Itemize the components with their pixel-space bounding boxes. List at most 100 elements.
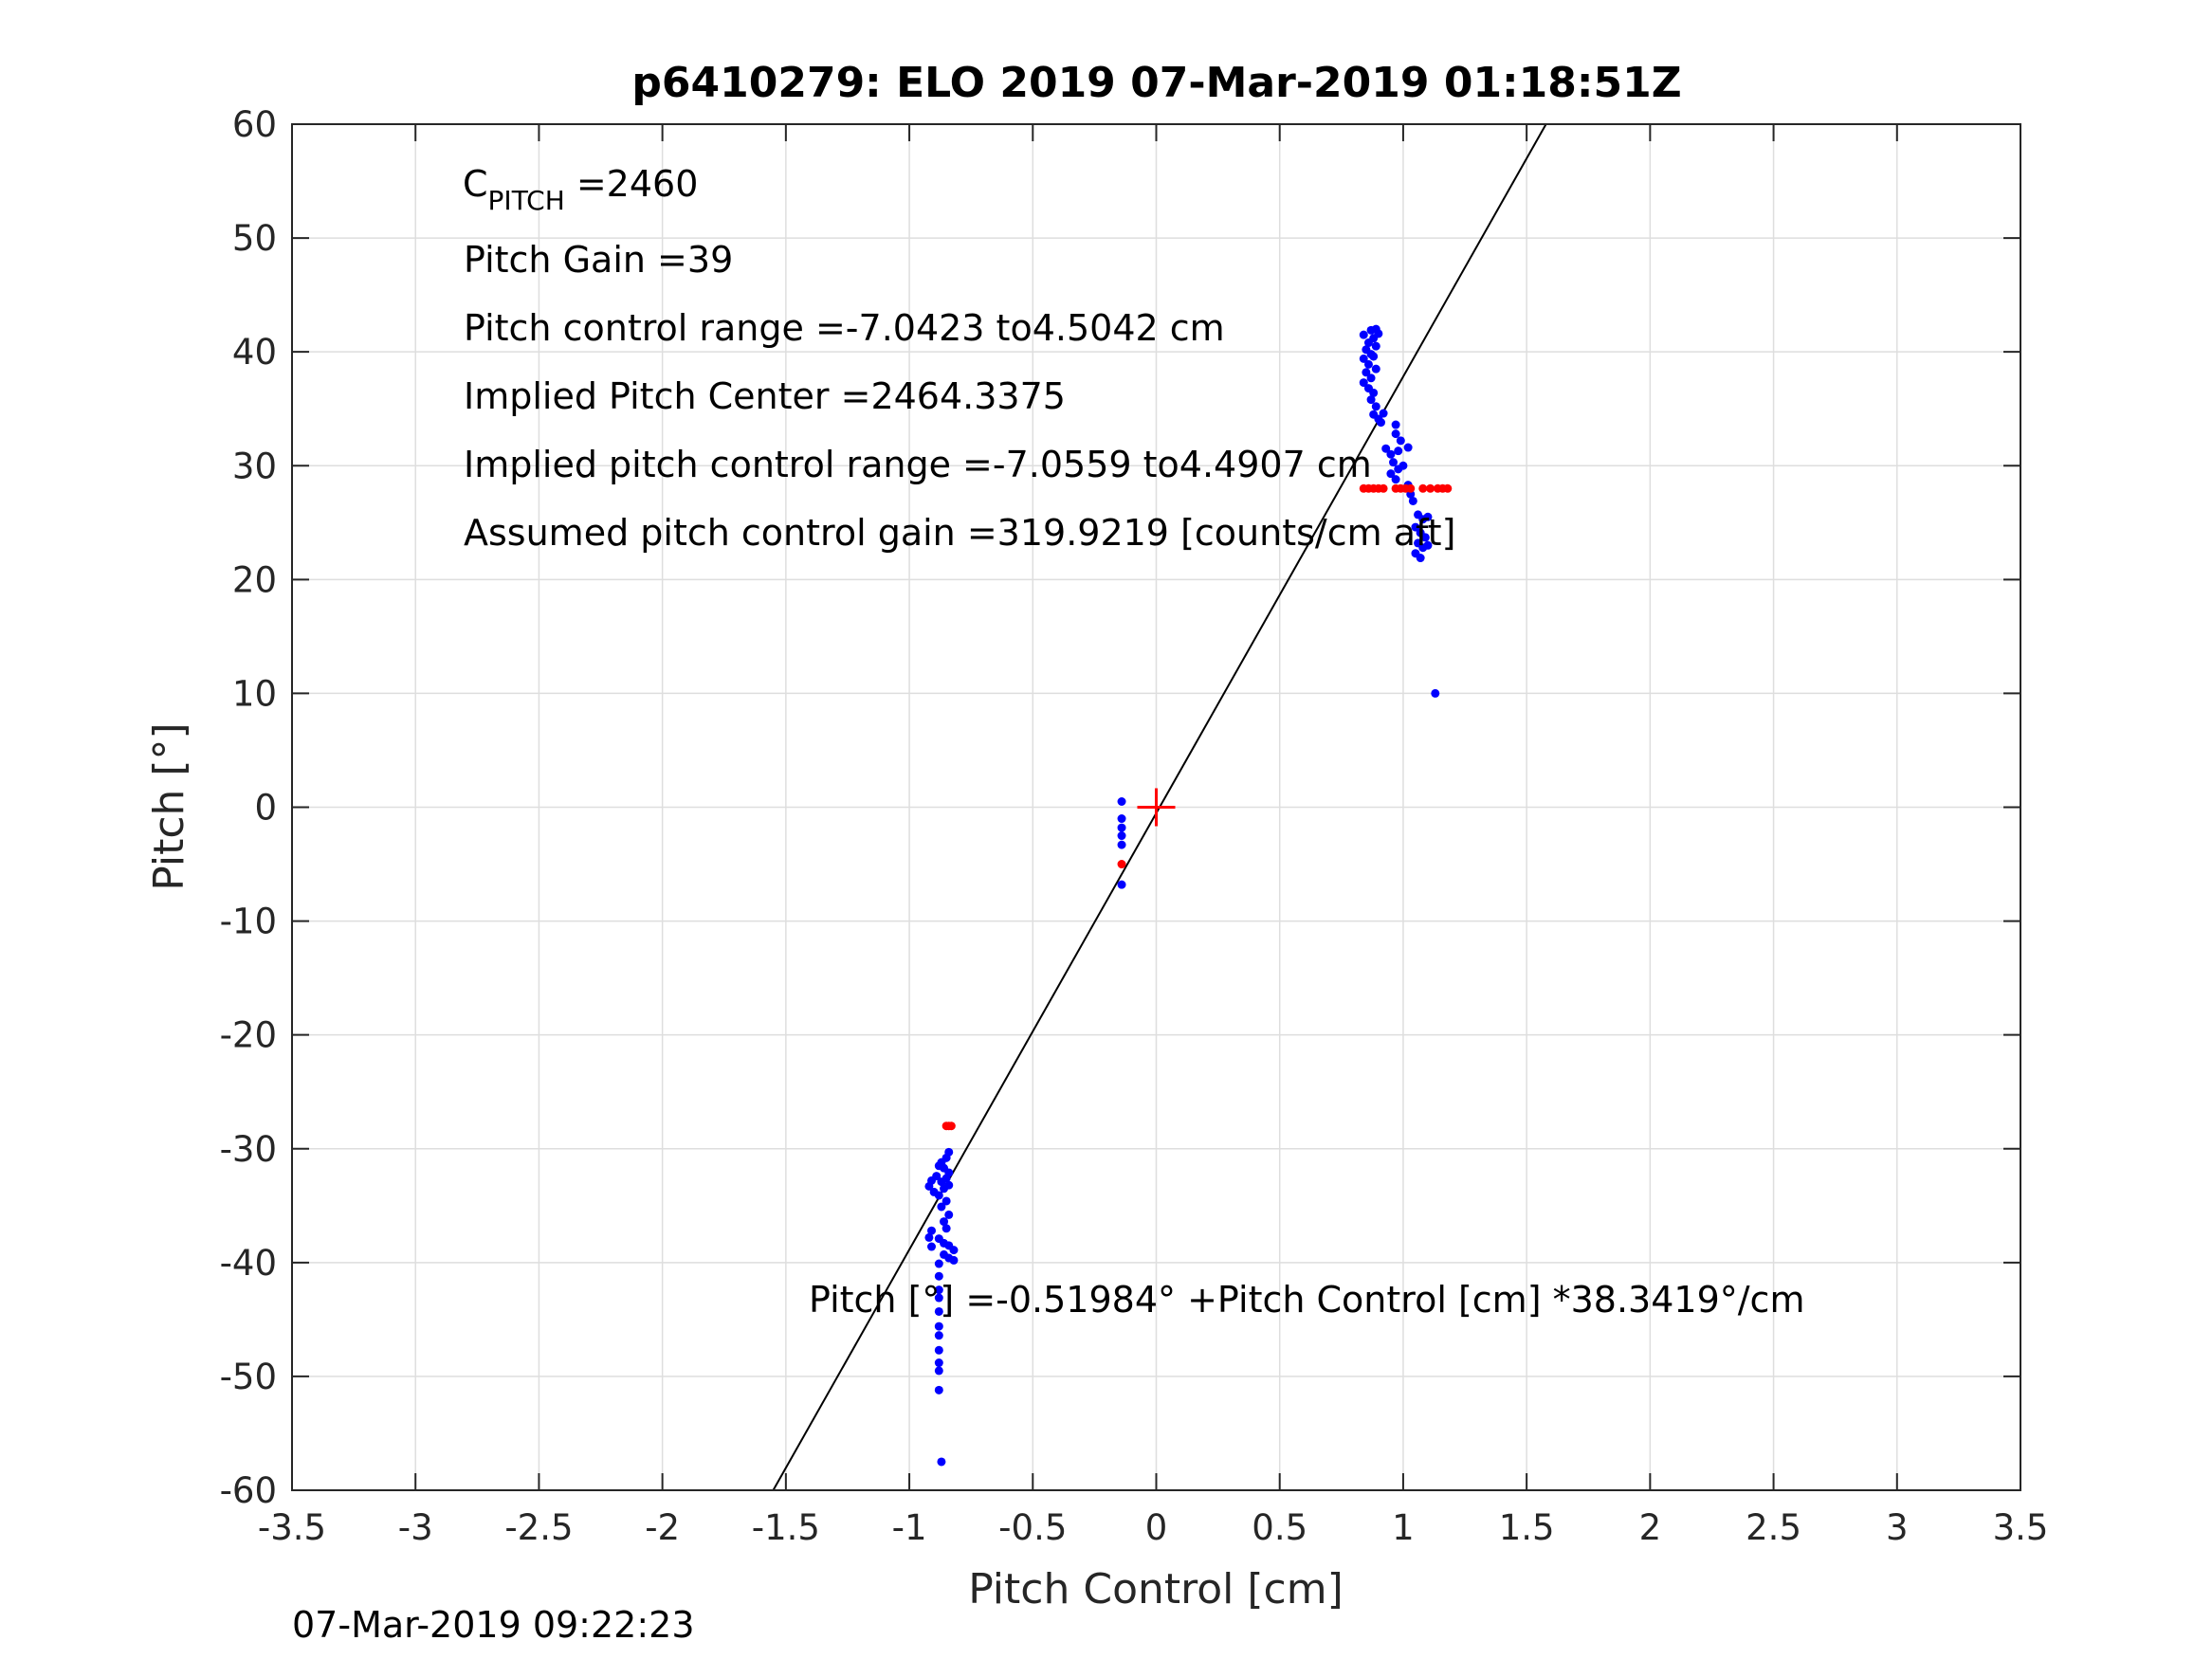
timestamp: 07-Mar-2019 09:22:23 (292, 1604, 695, 1646)
y-tick-label: -30 (220, 1129, 277, 1170)
data-point-blue (1386, 449, 1396, 459)
c-pitch-symbol: C (463, 163, 488, 205)
data-point-blue (1369, 352, 1379, 361)
data-point-blue (934, 1285, 943, 1295)
data-point-blue (1117, 880, 1126, 889)
data-point-blue (934, 1259, 943, 1268)
data-point-blue (937, 1177, 946, 1187)
data-point-blue (1396, 436, 1405, 446)
y-tick-label: -60 (220, 1470, 277, 1511)
y-axis-label: Pitch [°] (145, 722, 193, 890)
data-point-red (1443, 483, 1453, 493)
data-point-blue (1423, 540, 1433, 550)
data-point-blue (1391, 420, 1400, 429)
data-point-blue (1359, 354, 1368, 363)
data-point-blue (1381, 444, 1391, 453)
x-tick-label: -0.5 (998, 1507, 1067, 1548)
data-point-blue (1391, 475, 1400, 484)
y-tick-label: 40 (232, 332, 277, 373)
y-tick-label: 50 (232, 218, 277, 259)
data-point-blue (1371, 402, 1380, 411)
data-point-blue (1117, 831, 1126, 841)
data-point-blue (927, 1242, 937, 1251)
y-tick-label: -50 (220, 1357, 277, 1397)
data-point-blue (934, 1358, 943, 1368)
data-point-blue (1394, 447, 1403, 456)
data-point-blue (941, 1196, 951, 1206)
data-point-blue (934, 1331, 943, 1340)
data-point-blue (1423, 512, 1433, 521)
data-point-blue (934, 1366, 943, 1376)
x-tick-label: -2.5 (504, 1507, 573, 1548)
x-tick-label: 2.5 (1746, 1507, 1801, 1548)
y-tick-label: 60 (232, 104, 277, 145)
annotation-implied-range: Implied pitch control range =-7.0559 to4… (464, 444, 1372, 485)
data-point-blue (1369, 388, 1379, 397)
x-axis-label: Pitch Control [cm] (968, 1565, 1344, 1613)
x-tick-label: -3 (398, 1507, 433, 1548)
x-tick-label: -2 (645, 1507, 680, 1548)
data-point-red (941, 1121, 951, 1131)
data-point-red (1117, 860, 1126, 869)
data-point-blue (1359, 378, 1368, 388)
data-point-blue (924, 1232, 934, 1242)
data-point-blue (949, 1246, 959, 1255)
data-point-blue (944, 1210, 954, 1219)
y-tick-label: 20 (232, 559, 277, 600)
data-point-blue (1374, 329, 1383, 338)
data-point-blue (1431, 688, 1440, 698)
tick-marks (291, 123, 2021, 1491)
x-tick-label: -1 (892, 1507, 927, 1548)
data-point-blue (1117, 823, 1126, 832)
data-point-blue (1362, 368, 1371, 377)
data-point-blue (1359, 330, 1368, 339)
data-point-red (1379, 483, 1388, 493)
y-tick-label: 0 (254, 788, 277, 829)
data-point-red (1418, 483, 1428, 493)
data-point-blue (1391, 429, 1400, 439)
data-point-blue (934, 1271, 943, 1281)
data-point-blue (1376, 418, 1385, 428)
annotation-c-pitch: CPITCH =2460 (463, 163, 698, 216)
data-point-red (1426, 483, 1435, 493)
data-point-blue (940, 1249, 949, 1259)
data-point-blue (1416, 554, 1425, 563)
data-point-blue (941, 1224, 951, 1233)
data-point-blue (934, 1293, 943, 1303)
data-point-blue (1420, 533, 1430, 542)
data-point-blue (927, 1226, 937, 1235)
chart-title: p6410279: ELO 2019 07-Mar-2019 01:18:51Z (631, 59, 1681, 107)
data-point-blue (937, 1202, 946, 1212)
data-point-blue (944, 1180, 954, 1190)
data-point-blue (1371, 364, 1380, 374)
annotation-assumed-gain: Assumed pitch control gain =319.9219 [co… (464, 512, 1455, 554)
data-point-blue (1389, 458, 1398, 467)
y-tick-label: 30 (232, 446, 277, 486)
c-pitch-subscript: PITCH (488, 185, 565, 216)
annotation-equation: Pitch [°] =-0.51984° +Pitch Control [cm]… (809, 1279, 1804, 1321)
data-point-blue (1117, 840, 1126, 849)
data-point-blue (1411, 522, 1420, 532)
y-tick-label: 10 (232, 673, 277, 714)
x-tick-label: 0 (1145, 1507, 1168, 1548)
data-point-blue (1403, 443, 1413, 452)
data-point-blue (1117, 796, 1126, 806)
x-tick-label: 0.5 (1252, 1507, 1307, 1548)
data-point-blue (1363, 359, 1373, 369)
data-point-blue (1379, 409, 1388, 418)
center-marker-group (1137, 788, 1176, 827)
data-point-blue (937, 1457, 946, 1467)
data-points (924, 324, 1453, 1467)
data-point-blue (1366, 395, 1376, 405)
data-point-blue (934, 1345, 943, 1355)
x-tick-label: 3.5 (1993, 1507, 2049, 1548)
data-point-blue (1386, 469, 1396, 479)
x-tick-label: 2 (1639, 1507, 1662, 1548)
x-tick-label: 1 (1392, 1507, 1415, 1548)
y-tick-label: -20 (220, 1015, 277, 1056)
data-point-blue (934, 1322, 943, 1331)
annotation-control-range: Pitch control range =-7.0423 to4.5042 cm (464, 307, 1225, 349)
y-tick-label: -40 (220, 1243, 277, 1284)
c-pitch-value: =2460 (565, 163, 699, 205)
